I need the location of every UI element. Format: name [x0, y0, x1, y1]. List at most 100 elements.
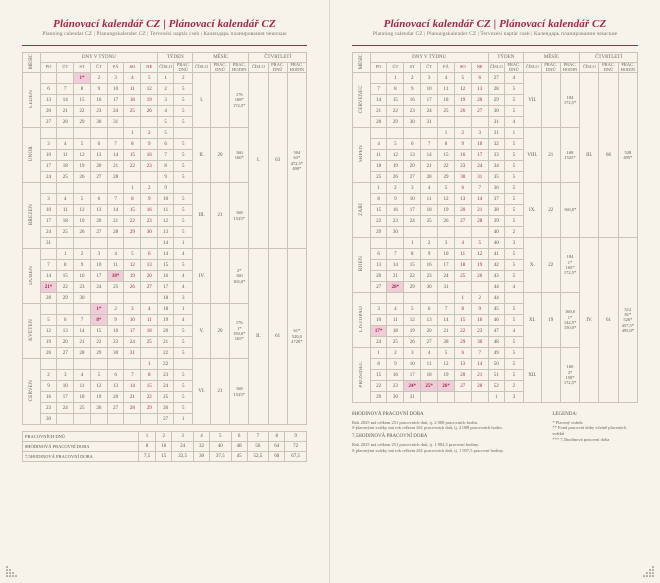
week-wd: 5: [504, 304, 523, 315]
hdr-sub: ČÍSLO: [580, 63, 599, 73]
month-wd: [541, 348, 560, 403]
day-cell: 14: [40, 271, 57, 282]
month-num: II.: [193, 128, 211, 183]
day-cell: 14: [471, 359, 488, 370]
week-num: 1: [488, 392, 504, 403]
day-cell: 8: [404, 249, 421, 260]
day-cell: [421, 293, 438, 304]
week-wd: 5: [504, 348, 523, 359]
day-cell: 9: [387, 359, 404, 370]
day-cell: [124, 414, 141, 425]
day-cell: 13: [141, 260, 158, 271]
day-cell: 19: [74, 216, 91, 227]
day-cell: 3: [438, 238, 455, 249]
day-cell: [90, 183, 107, 194]
week-wd: 5: [504, 216, 523, 227]
week-wd: 5: [504, 183, 523, 194]
hdr-sub: PRAC. DNŮ: [541, 63, 560, 73]
day-cell: 29: [370, 227, 387, 238]
day-cell: 23: [40, 403, 57, 414]
day-cell: 14: [107, 150, 124, 161]
day-cell: [421, 227, 438, 238]
day-cell: 9: [421, 249, 438, 260]
section-title: 8HODINOVÁ PRACOVNÍ DOBA: [352, 412, 540, 419]
day-cell: 13: [421, 315, 438, 326]
day-cell: 16: [387, 370, 404, 381]
week-num: 45: [488, 304, 504, 315]
day-cell: 26: [124, 282, 141, 293]
week-wd: 5: [504, 150, 523, 161]
week-wd: [174, 183, 193, 194]
hdr-sub: PRAC. HODIN: [230, 63, 249, 73]
day-cell: [74, 359, 91, 370]
day-cell: 11: [74, 381, 91, 392]
week-wd: 5: [174, 216, 193, 227]
day-cell: 26: [438, 216, 455, 227]
week-wd: 1: [174, 304, 193, 315]
day-cell: 21: [370, 106, 387, 117]
day-cell: 18: [57, 161, 74, 172]
week-wd: [504, 293, 523, 304]
day-cell: 6: [141, 249, 158, 260]
day-cell: 3: [370, 304, 387, 315]
day-cell: 15: [387, 95, 404, 106]
day-cell: 17: [438, 260, 455, 271]
day-cell: 24: [370, 337, 387, 348]
day-cell: 21: [124, 392, 141, 403]
week-wd: 5: [174, 150, 193, 161]
month-wd: 19: [541, 293, 560, 348]
day-cell: [57, 238, 74, 249]
day-cell: 10: [90, 260, 107, 271]
day-cell: 13: [57, 326, 74, 337]
ft-val: 30: [194, 452, 210, 462]
day-cell: 24: [438, 271, 455, 282]
week-wd: 5: [174, 260, 193, 271]
day-cell: 13: [90, 205, 107, 216]
week-wd: 4: [174, 315, 193, 326]
week-wd: 2: [504, 381, 523, 392]
day-cell: 12: [438, 359, 455, 370]
day-cell: 15: [370, 205, 387, 216]
day-cell: [90, 359, 107, 370]
day-cell: 2: [90, 73, 107, 84]
day-cell: [124, 238, 141, 249]
day-cell: [90, 414, 107, 425]
day-cell: 29: [90, 348, 107, 359]
day-cell: [471, 282, 488, 293]
day-cell: 31: [438, 282, 455, 293]
week-num: 47: [488, 326, 504, 337]
day-cell: 6: [421, 304, 438, 315]
day-cell: [40, 183, 57, 194]
day-cell: 30: [40, 414, 57, 425]
day-cell: 7: [124, 370, 141, 381]
day-cell: 4: [57, 194, 74, 205]
day-cell: 15: [124, 150, 141, 161]
day-cell: 9: [404, 84, 421, 95]
day-cell: 8: [57, 260, 74, 271]
hdr-sub: PRAC. DNŮ: [174, 63, 193, 73]
day-cell: 22: [387, 106, 404, 117]
day-cell: 5: [40, 315, 57, 326]
day-cell: 4: [124, 73, 141, 84]
ft-val: 56: [247, 442, 269, 452]
section-title: 7,5HODINOVÁ PRACOVNÍ DOBA: [352, 434, 540, 441]
ft-val: 22,5: [172, 452, 194, 462]
day-cell: 22: [370, 381, 387, 392]
week-wd: 5: [504, 359, 523, 370]
day-cell: [107, 414, 124, 425]
day-cell: [40, 128, 57, 139]
hdr-sub: PRAC. DNŮ: [210, 63, 229, 73]
day-cell: 16: [107, 326, 124, 337]
day-cell: 28: [124, 403, 141, 414]
week-num: 48: [488, 337, 504, 348]
day-cell: 9: [107, 315, 124, 326]
day-cell: [124, 172, 141, 183]
week-wd: 5: [504, 139, 523, 150]
day-cell: 28: [370, 117, 387, 128]
day-cell: 20: [421, 326, 438, 337]
week-wd: 5: [174, 370, 193, 381]
day-cell: 19: [438, 370, 455, 381]
day-cell: 27: [90, 227, 107, 238]
ft-col: 5: [209, 432, 231, 442]
week-wd: 5: [504, 106, 523, 117]
